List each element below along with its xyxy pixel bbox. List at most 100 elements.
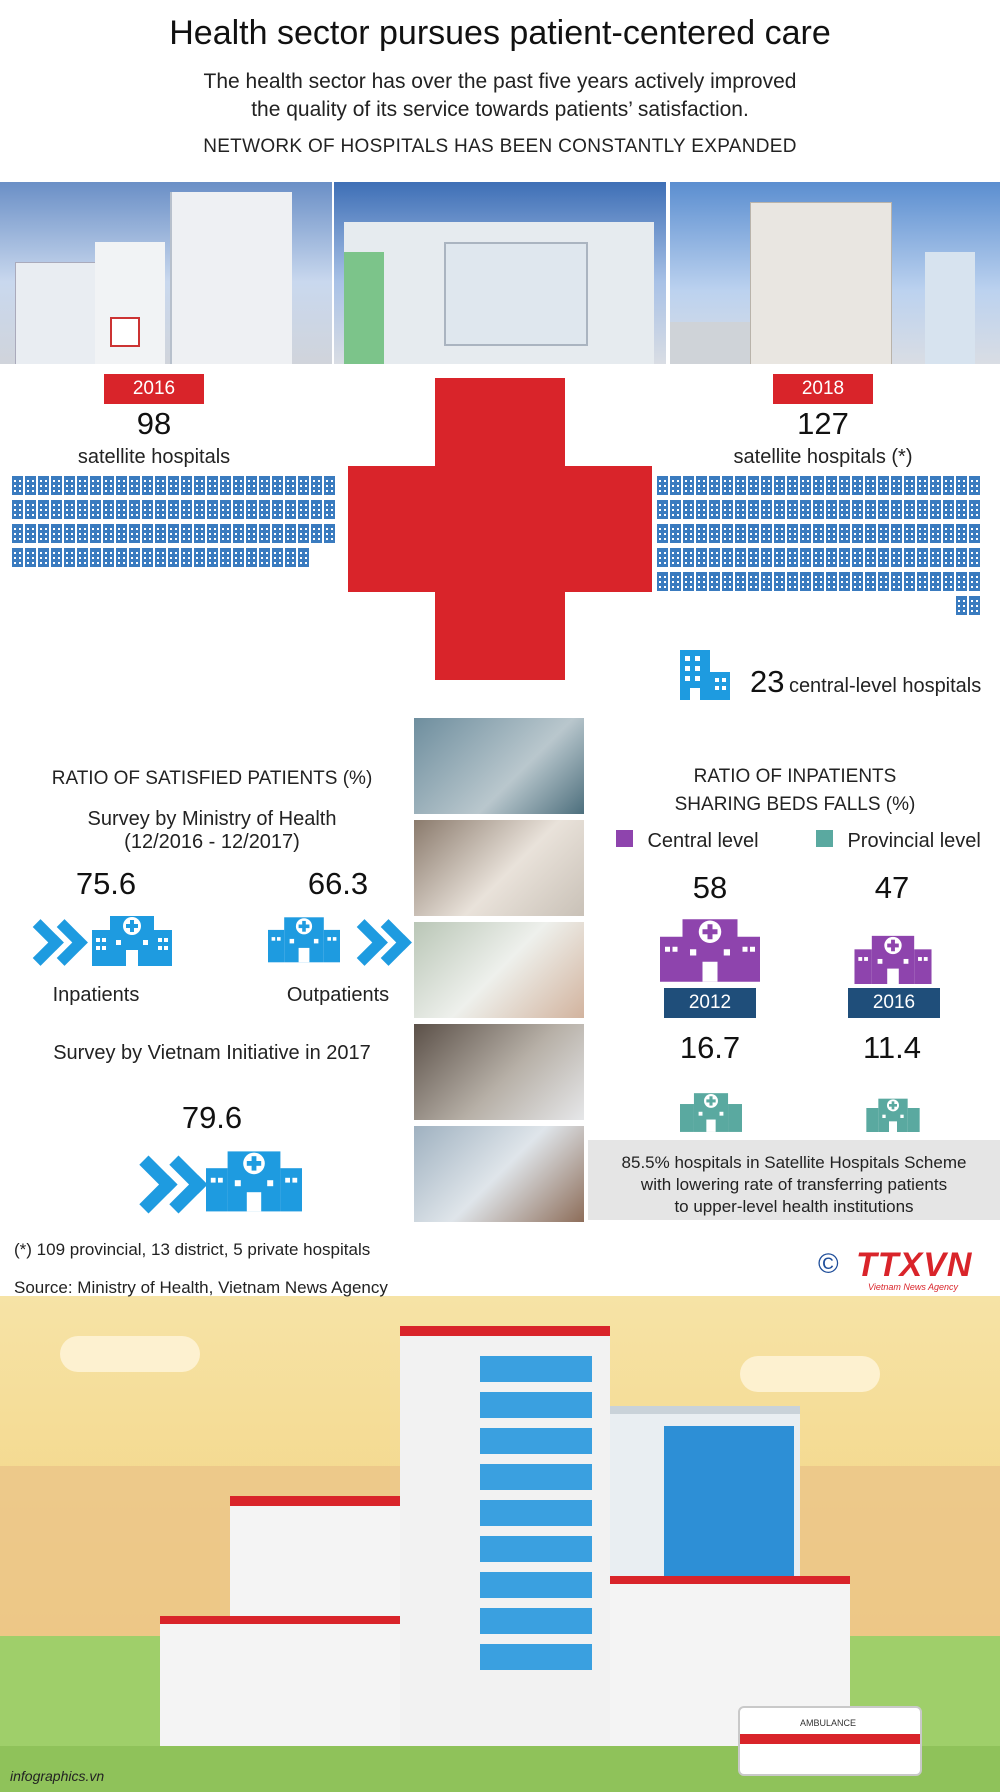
satellite-hospital-icon [904, 524, 915, 543]
satellite-hospital-icon [878, 548, 889, 567]
outpatients-label: Outpatients [286, 984, 390, 1006]
satellite-hospital-icon [77, 548, 88, 567]
satellite-hospital-icon [696, 500, 707, 519]
section-heading-network: NETWORK OF HOSPITALS HAS BEEN CONSTANTLY… [203, 136, 797, 157]
satellite-hospital-icon [748, 548, 759, 567]
central-2016-value: 47 [874, 870, 910, 905]
satellite-hospital-icon [670, 572, 681, 591]
satellite-hospital-icon [64, 524, 75, 543]
satellite-hospital-icon [38, 476, 49, 495]
satellite-hospital-icon [311, 524, 322, 543]
page-title: Health sector pursues patient-centered c… [169, 14, 831, 52]
satellite-hospital-icon [220, 524, 231, 543]
beds-heading-line: RATIO OF INPATIENTS [693, 766, 897, 787]
satellite-hospital-icon [696, 476, 707, 495]
satellite-hospital-icon [155, 500, 166, 519]
provincial-2012-value: 16.7 [679, 1030, 741, 1065]
satellite-hospital-icon [25, 476, 36, 495]
satellite-hospital-icon [774, 500, 785, 519]
satellite-hospital-icon [891, 548, 902, 567]
medical-photo-nurse [414, 922, 584, 1018]
satellite-hospital-icon [878, 500, 889, 519]
satellite-hospital-icon [917, 524, 928, 543]
satellite-hospital-icon [38, 548, 49, 567]
satellite-icon-grid-2018 [657, 476, 982, 620]
satellite-hospital-icon [696, 524, 707, 543]
satellite-hospital-icon [64, 500, 75, 519]
satellite-hospital-icon [90, 476, 101, 495]
satellite-hospital-icon [826, 548, 837, 567]
satellite-hospital-icon [12, 524, 23, 543]
hospital-photo-1 [0, 182, 332, 364]
satellite-hospital-icon [683, 548, 694, 567]
satellite-hospital-icon [956, 596, 967, 615]
hospital-icon [678, 650, 732, 700]
satellite-hospital-icon [285, 524, 296, 543]
satellite-hospital-icon [246, 524, 257, 543]
satellite-hospital-icon [324, 476, 335, 495]
satellite-hospital-icon [943, 548, 954, 567]
satellite-hospital-icon [852, 572, 863, 591]
satellite-hospital-icon [865, 524, 876, 543]
satellite-hospital-icon [800, 476, 811, 495]
satellite-hospital-icon [904, 476, 915, 495]
satellite-hospital-icon [865, 572, 876, 591]
satellite-hospital-icon [207, 476, 218, 495]
satellite-hospital-icon [129, 548, 140, 567]
inpatients-value: 75.6 [75, 866, 137, 901]
outpatients-value: 66.3 [307, 866, 369, 901]
satellite-hospital-icon [839, 476, 850, 495]
satellite-hospital-icon [969, 476, 980, 495]
satellite-hospital-icon [787, 572, 798, 591]
satellite-hospital-icon [51, 548, 62, 567]
central-2012-value: 58 [692, 870, 728, 905]
satellite-hospital-icon [259, 500, 270, 519]
hospital-icon [268, 912, 340, 969]
hospital-photo-2 [334, 182, 666, 364]
satellite-hospital-icon [670, 548, 681, 567]
satellite-hospital-icon [735, 572, 746, 591]
satellite-label-2016: satellite hospitals [77, 446, 231, 468]
satellite-hospital-icon [904, 572, 915, 591]
satellite-hospital-icon [826, 476, 837, 495]
central-level-hospitals: 23 central-level hospitals [750, 664, 981, 700]
satellite-hospital-icon [259, 524, 270, 543]
satellite-hospital-icon [181, 548, 192, 567]
satellite-hospital-icon [748, 524, 759, 543]
satellite-hospital-icon [670, 476, 681, 495]
satellite-hospital-icon [839, 500, 850, 519]
satellite-hospital-icon [969, 524, 980, 543]
footnote: (*) 109 provincial, 13 district, 5 priva… [14, 1240, 371, 1259]
hospital-icon [206, 1146, 302, 1217]
year-box-2012: 2012 [664, 988, 756, 1018]
satellite-hospital-icon [220, 500, 231, 519]
satellite-hospital-icon [722, 548, 733, 567]
satellite-hospital-icon [800, 548, 811, 567]
satellite-hospital-icon [129, 476, 140, 495]
satellite-hospital-icon [670, 524, 681, 543]
satellite-hospital-icon [311, 500, 322, 519]
satellite-hospital-icon [943, 572, 954, 591]
satellite-hospital-icon [969, 596, 980, 615]
satellite-hospital-icon [800, 572, 811, 591]
satellite-hospital-icon [748, 476, 759, 495]
satellite-hospital-icon [865, 548, 876, 567]
satellite-hospital-icon [298, 524, 309, 543]
chevron-icon [149, 1155, 208, 1214]
survey1-label: Survey by Ministry of Health (12/2016 - … [12, 808, 412, 854]
satellite-hospital-icon [761, 500, 772, 519]
copyright-icon: © [818, 1248, 839, 1279]
ambulance-label: AMBULANCE [800, 1718, 857, 1728]
hospital-icon [92, 912, 172, 971]
legend-label-provincial: Provincial level [847, 830, 981, 852]
satellite-hospital-icon [657, 572, 668, 591]
satellite-hospital-icon [142, 500, 153, 519]
legend-swatch-provincial [816, 830, 833, 847]
satellite-hospital-icon [735, 476, 746, 495]
satellite-hospital-icon [285, 476, 296, 495]
note-line: to upper-level health institutions [674, 1197, 914, 1216]
satellite-hospital-icon [696, 572, 707, 591]
satellite-hospital-icon [142, 548, 153, 567]
legend-central: Central level [616, 830, 759, 853]
satellite-hospital-icon [839, 548, 850, 567]
